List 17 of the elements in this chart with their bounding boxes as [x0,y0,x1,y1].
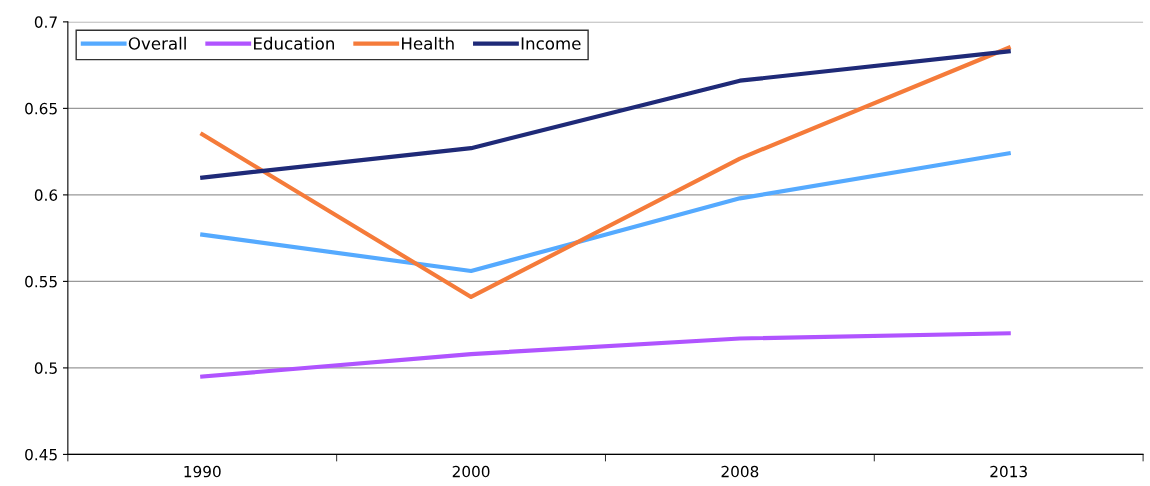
line-series [200,151,1011,274]
y-tick-label: 0.7 [34,16,57,28]
legend-label: Income [521,37,581,50]
x-tick-label: 2000 [452,465,490,478]
y-tick-label: 0.65 [25,102,57,115]
y-tick-label: 0.45 [25,448,57,461]
y-tick-label: 0.6 [34,189,58,201]
x-tick-label: 1990 [184,465,221,478]
line-series [200,331,1011,379]
line-series [200,49,1011,180]
legend-label: Education [254,36,334,50]
x-tick-label: 2008 [721,465,759,478]
y-tick-label: 0.55 [25,275,57,288]
legend-label: Health [402,36,454,50]
legend-label: Overall [128,36,186,50]
y-tick-label: 0.5 [34,362,57,374]
x-tick-label: 2013 [990,465,1027,478]
